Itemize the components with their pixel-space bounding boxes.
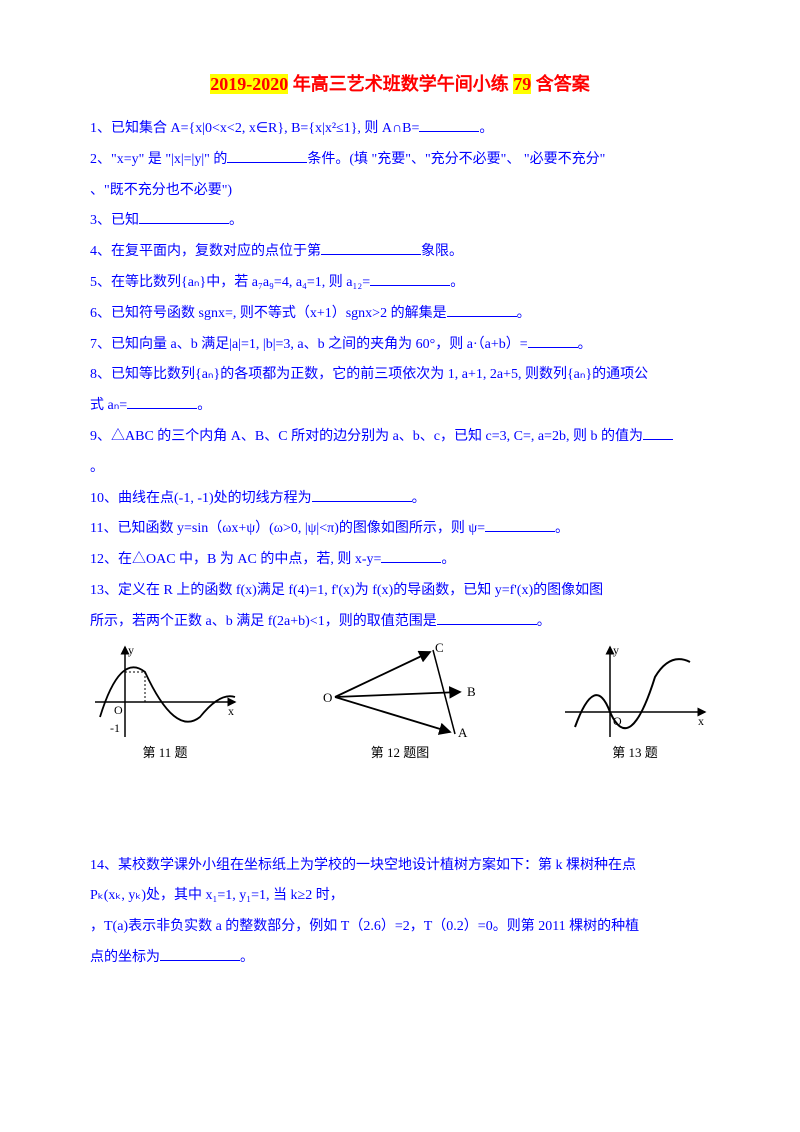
q10a: 10、曲线在点(-1, -1)处的切线方程为 [90, 491, 312, 506]
q6a: 6、已知符号函数 sgnx=, 则不等式（x+1）sgnx>2 的解集是 [90, 306, 447, 321]
q10: 10、曲线在点(-1, -1)处的切线方程为 。 [90, 484, 710, 515]
blank [127, 394, 197, 409]
q8a: 8、已知等比数列{aₙ}的各项都为正数，它的前三项依次为 1, a+1, 2a+… [90, 367, 648, 382]
q12a: 12、在△OAC 中，B 为 AC 的中点，若, 则 x-y= [90, 552, 381, 567]
O-label: O [323, 690, 332, 705]
page: 2019-2020 年高三艺术班数学午间小练 79 含答案 1、已知集合 A={… [0, 0, 800, 1014]
q1-end: 。 [479, 121, 493, 136]
blank [312, 487, 412, 502]
title-mid: 年高三艺术班数学午间小练 [288, 74, 513, 94]
q4a: 4、在复平面内，复数对应的点位于第 [90, 244, 321, 259]
q10-end: 。 [412, 491, 426, 506]
q2-cont: 、"既不充分也不必要") [90, 176, 710, 207]
spacer [90, 771, 710, 851]
q14: 14、某校数学课外小组在坐标纸上为学校的一块空地设计植树方案如下：第 k 棵树种… [90, 851, 710, 882]
title-year: 2019-2020 [210, 74, 288, 94]
sine-graph-icon: y x O -1 [90, 642, 240, 742]
figure-12: O C B A 第 12 题图 [315, 642, 485, 761]
blank [485, 517, 555, 532]
x-label: x [228, 704, 234, 718]
blank [643, 425, 673, 440]
q14b-text: Pₖ(xₖ, yₖ)处，其中 x₁=1, y₁=1, 当 k≥2 时， [90, 888, 344, 903]
derivative-graph-icon: y x O [560, 642, 710, 742]
q13: 13、定义在 R 上的函数 f(x)满足 f(4)=1, f'(x)为 f(x)… [90, 576, 710, 607]
q8b: 式 aₙ= [90, 398, 127, 413]
figure-13: y x O 第 13 题 [560, 642, 710, 761]
q9-cont: 。 [90, 453, 710, 484]
O-label: O [114, 703, 123, 717]
q2c: 、"既不充分也不必要") [90, 183, 232, 198]
blank [447, 302, 517, 317]
q14b: Pₖ(xₖ, yₖ)处，其中 x₁=1, y₁=1, 当 k≥2 时， [90, 881, 710, 912]
figure-12-caption: 第 12 题图 [315, 742, 485, 761]
blank [139, 209, 229, 224]
q7-end: 。 [578, 337, 592, 352]
figure-11: y x O -1 第 11 题 [90, 642, 240, 761]
q14c: ，T(a)表示非负实数 a 的整数部分，例如 T（2.6）=2，T（0.2）=0… [90, 912, 710, 943]
q13-end: 。 [537, 614, 551, 629]
q5: 5、在等比数列{aₙ}中，若 a₇a₉=4, a₄=1, 则 a₁₂= 。 [90, 268, 710, 299]
q4b: 象限。 [421, 244, 463, 259]
q8-end: 。 [197, 398, 211, 413]
blank [419, 117, 479, 132]
q6: 6、已知符号函数 sgnx=, 则不等式（x+1）sgnx>2 的解集是 。 [90, 299, 710, 330]
blank [437, 610, 537, 625]
q13a: 13、定义在 R 上的函数 f(x)满足 f(4)=1, f'(x)为 f(x)… [90, 583, 603, 598]
q5a: 5、在等比数列{aₙ}中，若 a₇a₉=4, a₄=1, 则 a₁₂= [90, 275, 370, 290]
blank [227, 148, 307, 163]
q11a: 11、已知函数 y=sin（ωx+ψ）(ω>0, |ψ|<π)的图像如图所示，则… [90, 521, 485, 536]
q1: 1、已知集合 A={x|0<x<2, x∈R}, B={x|x²≤1}, 则 A… [90, 114, 710, 145]
q5-end: 。 [450, 275, 464, 290]
q13b: 所示，若两个正数 a、b 满足 f(2a+b)<1，则的取值范围是 [90, 614, 437, 629]
blank [381, 548, 441, 563]
q8: 8、已知等比数列{aₙ}的各项都为正数，它的前三项依次为 1, a+1, 2a+… [90, 360, 710, 391]
blank [160, 946, 240, 961]
x-label: x [698, 714, 704, 728]
B-label: B [467, 684, 476, 699]
title-suffix: 含答案 [531, 74, 590, 94]
page-title: 2019-2020 年高三艺术班数学午间小练 79 含答案 [90, 70, 710, 96]
q3: 3、已知 。 [90, 206, 710, 237]
y-label: y [613, 643, 619, 657]
q14d-text: 点的坐标为 [90, 950, 160, 965]
q9a: 9、△ABC 的三个内角 A、B、C 所对的边分别为 a、b、c，已知 c=3,… [90, 429, 643, 444]
q7a: 7、已知向量 a、b 满足|a|=1, |b|=3, a、b 之间的夹角为 60… [90, 337, 528, 352]
q4: 4、在复平面内，复数对应的点位于第 象限。 [90, 237, 710, 268]
neg1-label: -1 [110, 721, 120, 735]
q3a: 3、已知 [90, 213, 139, 228]
A-label: A [458, 725, 468, 740]
q11-end: 。 [555, 521, 569, 536]
q12: 12、在△OAC 中，B 为 AC 的中点，若, 则 x-y= 。 [90, 545, 710, 576]
figure-11-caption: 第 11 题 [90, 742, 240, 761]
q2a: 2、"x=y" 是 "|x|=|y|" 的 [90, 152, 227, 167]
q7: 7、已知向量 a、b 满足|a|=1, |b|=3, a、b 之间的夹角为 60… [90, 330, 710, 361]
q3-end: 。 [229, 213, 243, 228]
q2b: 条件。(填 "充要"、"充分不必要"、 "必要不充分" [307, 152, 605, 167]
figure-13-caption: 第 13 题 [560, 742, 710, 761]
q13-cont: 所示，若两个正数 a、b 满足 f(2a+b)<1，则的取值范围是 。 [90, 607, 710, 638]
q8-cont: 式 aₙ= 。 [90, 391, 710, 422]
q14d: 点的坐标为 。 [90, 943, 710, 974]
q1-text: 1、已知集合 A={x|0<x<2, x∈R}, B={x|x²≤1}, 则 A… [90, 121, 419, 136]
q9b: 。 [90, 460, 104, 475]
title-num: 79 [513, 74, 531, 94]
blank [370, 271, 450, 286]
O-label: O [613, 714, 622, 728]
q12-end: 。 [441, 552, 455, 567]
q2: 2、"x=y" 是 "|x|=|y|" 的 条件。(填 "充要"、"充分不必要"、… [90, 145, 710, 176]
q14a: 14、某校数学课外小组在坐标纸上为学校的一块空地设计植树方案如下：第 k 棵树种… [90, 858, 636, 873]
blank [528, 333, 578, 348]
blank [321, 240, 421, 255]
triangle-diagram-icon: O C B A [315, 642, 485, 742]
y-label: y [128, 643, 134, 657]
C-label: C [435, 642, 444, 655]
q6-end: 。 [517, 306, 531, 321]
q14-end: 。 [240, 950, 254, 965]
q14c-text: ，T(a)表示非负实数 a 的整数部分，例如 T（2.6）=2，T（0.2）=0… [90, 919, 639, 934]
figure-row: y x O -1 第 11 题 O C B A [90, 642, 710, 761]
q11: 11、已知函数 y=sin（ωx+ψ）(ω>0, |ψ|<π)的图像如图所示，则… [90, 514, 710, 545]
q9: 9、△ABC 的三个内角 A、B、C 所对的边分别为 a、b、c，已知 c=3,… [90, 422, 710, 453]
